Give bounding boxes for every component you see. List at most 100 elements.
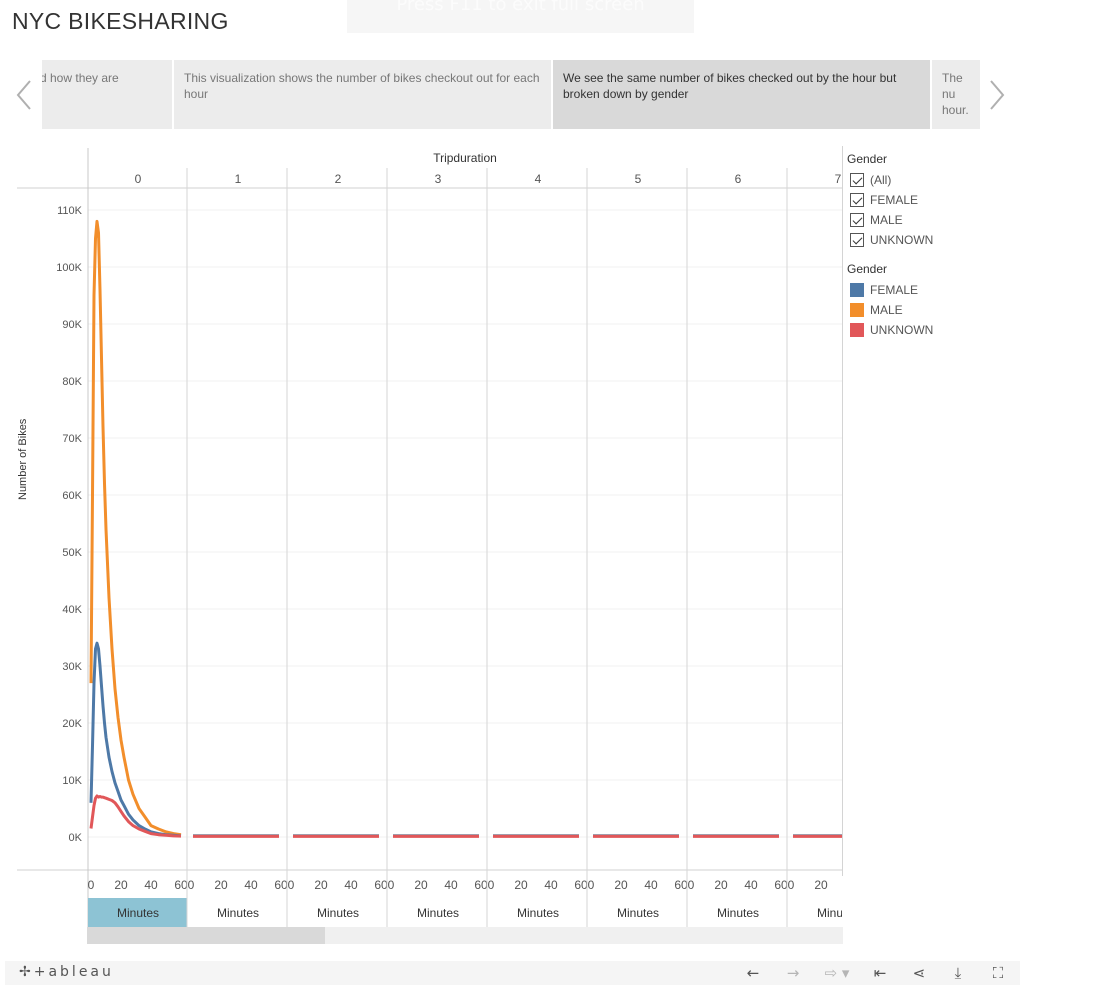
page-title: NYC BIKESHARING: [12, 8, 229, 34]
x-axis-unit-label: Minutes: [517, 906, 559, 920]
x-tick-label: 60: [374, 878, 388, 892]
previous-story-arrow-icon[interactable]: [12, 78, 36, 112]
share-icon[interactable]: ⋖: [912, 964, 926, 982]
filter-male[interactable]: MALE: [847, 210, 933, 230]
y-tick-label: 100K: [56, 262, 82, 274]
facet-label: 2: [335, 172, 342, 186]
color-swatch: [850, 303, 864, 317]
x-tick-label: 40: [344, 878, 358, 892]
series-line-unknown: [89, 794, 182, 838]
facet-label: 3: [435, 172, 442, 186]
x-tick-label: 0: [588, 878, 595, 892]
x-tick-label: 40: [544, 878, 558, 892]
next-story-arrow-icon[interactable]: [985, 78, 1009, 112]
x-tick-label: 0: [688, 878, 695, 892]
x-tick-label: 60: [774, 878, 788, 892]
x-axis-unit-label: Minutes: [617, 906, 659, 920]
x-tick-label: 20: [114, 878, 128, 892]
x-tick-label: 40: [444, 878, 458, 892]
legend-item-male[interactable]: MALE: [847, 300, 933, 320]
y-tick-label: 80K: [62, 376, 82, 388]
x-tick-label: 20: [314, 878, 328, 892]
x-tick-label: 60: [274, 878, 288, 892]
download-icon[interactable]: ⤓: [954, 964, 962, 982]
x-tick-label: 60: [674, 878, 688, 892]
y-tick-label: 90K: [62, 319, 82, 331]
story-point-hourly[interactable]: This visualization shows the number of b…: [174, 60, 551, 129]
selected-facet-header: [88, 898, 187, 927]
x-tick-label: 40: [144, 878, 158, 892]
x-tick-label: 20: [814, 878, 828, 892]
facet-label: 4: [535, 172, 542, 186]
x-tick-label: 40: [844, 878, 845, 892]
series-line-female: [89, 641, 182, 838]
x-tick-label: 20: [214, 878, 228, 892]
fullscreen-banner: Press F11 to exit full screen: [347, 0, 694, 33]
gender-filter-title: Gender: [847, 152, 888, 166]
x-tick-label: 0: [188, 878, 195, 892]
x-tick-label: 20: [714, 878, 728, 892]
facet-header-title: Tripduration: [433, 151, 497, 165]
x-tick-label: 40: [244, 878, 258, 892]
x-axis-unit-label: Minutes: [417, 906, 459, 920]
scrollbar-thumb[interactable]: [87, 927, 325, 944]
tableau-logo: ✢+ableau: [19, 964, 114, 980]
legend-panel: Gender (All) FEMALE MALE UNKNOWN Gender …: [847, 152, 933, 340]
color-swatch: [850, 323, 864, 337]
tableau-toolbar: ✢+ableau ← → ⇨ ▾ ⇤ ⋖ ⤓ ⛶: [5, 961, 1020, 985]
fullscreen-icon[interactable]: ⛶: [992, 964, 1004, 982]
facet-label: 0: [135, 172, 142, 186]
filter-unknown[interactable]: UNKNOWN: [847, 230, 933, 250]
x-axis-unit-label: Minutes: [817, 906, 845, 920]
x-tick-label: 20: [514, 878, 528, 892]
legend-item-female[interactable]: FEMALE: [847, 280, 933, 300]
legend-item-unknown[interactable]: UNKNOWN: [847, 320, 933, 340]
x-tick-label: 60: [474, 878, 488, 892]
facet-label: 5: [635, 172, 642, 186]
story-point-previous[interactable]: d how they are: [42, 60, 172, 129]
filter-female[interactable]: FEMALE: [847, 190, 933, 210]
x-axis-unit-label: Minutes: [117, 906, 159, 920]
story-point-gender-active[interactable]: We see the same number of bikes checked …: [553, 60, 930, 129]
x-tick-label: 0: [88, 878, 95, 892]
x-tick-label: 0: [488, 878, 495, 892]
redo-icon[interactable]: →: [786, 964, 800, 982]
x-axis-unit-label: Minutes: [717, 906, 759, 920]
revert-all-icon[interactable]: ⇤: [873, 964, 887, 982]
y-tick-label: 10K: [62, 775, 82, 787]
gender-line-chart: 0K 10K 20K 30K 40K 50K 60K 70K 80K 90K 100K 110K Tri…: [17, 148, 845, 927]
series-line-male: [89, 219, 182, 837]
y-tick-label: 40K: [62, 604, 82, 616]
story-point-next[interactable]: The nu hour.: [932, 60, 980, 129]
y-tick-label: 30K: [62, 661, 82, 673]
y-tick-label: 110K: [57, 205, 83, 217]
checkbox-checked-icon[interactable]: [850, 193, 864, 207]
facet-label: 6: [735, 172, 742, 186]
checkbox-checked-icon[interactable]: [850, 233, 864, 247]
color-legend-title: Gender: [847, 262, 888, 276]
checkbox-checked-icon[interactable]: [850, 173, 864, 187]
x-tick-label: 20: [414, 878, 428, 892]
facet-label: 1: [235, 172, 242, 186]
x-tick-label: 0: [288, 878, 295, 892]
x-axis-unit-label: Minutes: [317, 906, 359, 920]
x-tick-label: 60: [574, 878, 588, 892]
facet-label: 7: [835, 172, 842, 186]
revert-icon[interactable]: ⇨ ▾: [824, 964, 850, 982]
y-tick-label: 70K: [62, 433, 82, 445]
filter-all[interactable]: (All): [847, 170, 933, 190]
y-tick-label: 0K: [69, 832, 83, 844]
x-tick-label: 0: [788, 878, 795, 892]
color-swatch: [850, 283, 864, 297]
undo-icon[interactable]: ←: [746, 964, 760, 982]
y-axis-title: Number of Bikes: [17, 418, 29, 500]
y-tick-label: 50K: [62, 547, 82, 559]
legend-divider: [842, 146, 843, 876]
checkbox-checked-icon[interactable]: [850, 213, 864, 227]
y-tick-label: 20K: [62, 718, 82, 730]
x-axis-unit-label: Minutes: [217, 906, 259, 920]
y-tick-label: 60K: [62, 490, 82, 502]
story-navigator: d how they are This visualization shows …: [0, 60, 1095, 129]
x-tick-label: 60: [174, 878, 188, 892]
x-tick-label: 0: [388, 878, 395, 892]
